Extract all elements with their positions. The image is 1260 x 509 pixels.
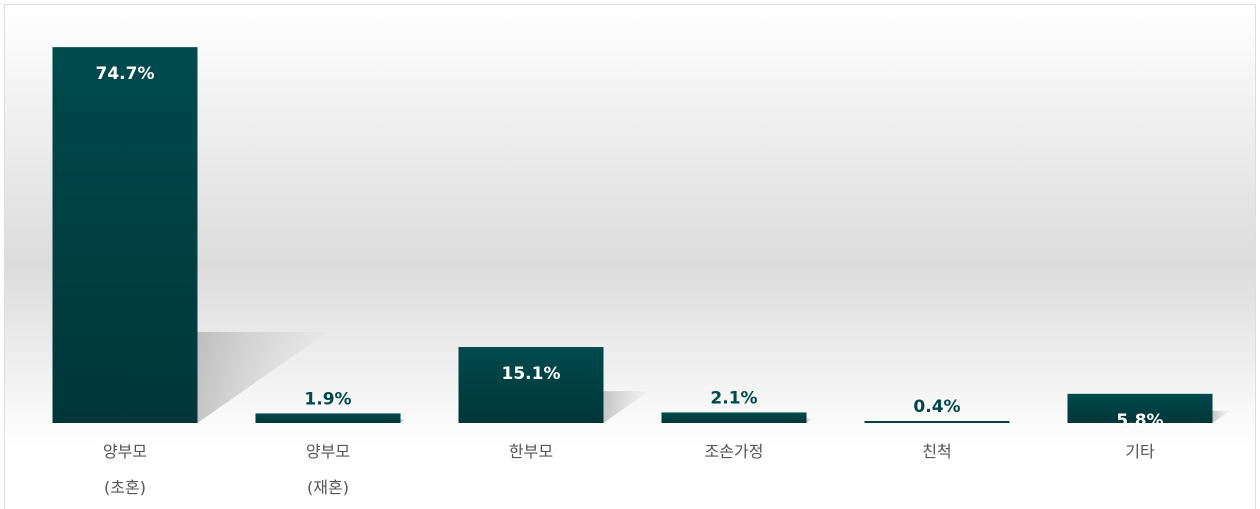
bar <box>864 420 1010 423</box>
value-label: 5.8% <box>1116 411 1163 431</box>
bar-shadow <box>806 418 813 423</box>
x-tick-label: 한부모 <box>509 442 553 461</box>
bar <box>1067 393 1213 423</box>
x-tick-label: 친척 <box>922 442 951 461</box>
value-label: 74.7% <box>96 64 155 84</box>
x-tick-label: 기타 <box>1125 442 1155 461</box>
value-label: 2.1% <box>710 388 757 408</box>
bar-shadow <box>197 332 328 423</box>
x-tick-label: 양부모 (재혼) <box>306 442 350 497</box>
bar-shadow <box>1009 422 1011 423</box>
plot-background <box>4 4 1256 509</box>
bar <box>52 47 198 424</box>
bar-shadow <box>603 391 650 423</box>
bar <box>255 413 401 423</box>
bar-shadow <box>400 418 407 423</box>
x-tick-label: 조손가정 <box>705 442 764 461</box>
bar <box>458 347 604 423</box>
bar-shadow <box>1212 410 1231 423</box>
value-label: 0.4% <box>913 397 960 417</box>
bar <box>661 412 807 423</box>
x-tick-label: 양부모 (초혼) <box>103 442 147 497</box>
value-label: 1.9% <box>304 389 351 409</box>
value-label: 15.1% <box>502 364 561 384</box>
